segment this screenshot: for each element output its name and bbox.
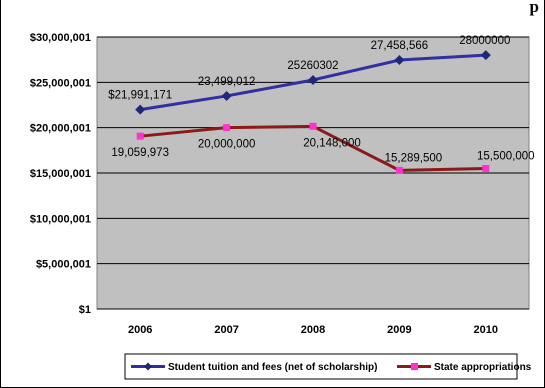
data-label-tuition: $21,991,171 (108, 90, 172, 102)
data-label-state: 15,500,000 (477, 150, 535, 162)
x-tick-label: 2008 (301, 324, 325, 336)
data-label-state: 20,000,000 (198, 139, 256, 151)
series-layer (135, 50, 491, 174)
data-point-tuition (135, 104, 146, 115)
y-tick-label: $25,000,001 (30, 77, 91, 89)
data-point-tuition (308, 74, 318, 85)
x-tick-label: 2007 (214, 324, 238, 336)
data-point-tuition (480, 50, 491, 61)
x-tick-label: 2010 (474, 324, 498, 336)
legend-marker-tuition (144, 362, 152, 371)
data-label-tuition: 28000000 (459, 35, 510, 47)
y-tick-label: $20,000,001 (30, 123, 91, 135)
legend-marker-state (411, 363, 418, 370)
y-tick-label: $30,000,001 (30, 32, 91, 44)
legend-box (124, 353, 518, 380)
y-tick-label: $5,000,001 (36, 259, 91, 271)
y-tick-label: $10,000,001 (30, 213, 91, 225)
data-point-state (223, 124, 231, 132)
data-point-state (136, 132, 144, 140)
legend-entry-state: State appropriations (397, 362, 532, 373)
x-tick-label: 2006 (128, 324, 152, 336)
data-point-state (482, 164, 490, 172)
x-axis-labels: 2006 2007 2008 2009 2010 (128, 324, 498, 336)
data-point-state (395, 166, 403, 174)
data-labels: $21,991,171 23,499,012 25260302 27,458,566 2… (108, 35, 534, 164)
data-point-tuition (221, 90, 232, 101)
data-point-tuition (394, 55, 405, 66)
data-point-state (309, 122, 317, 130)
legend-entry-tuition: Student tuition and fees (net of scholar… (131, 362, 377, 373)
y-tick-label: $15,000,001 (30, 168, 91, 180)
data-label-tuition: 27,458,566 (371, 40, 429, 52)
y-axis-labels: $1 $5,000,001 $10,000,001 $15,000,001 $20,00… (30, 32, 91, 316)
legend-label-tuition: Student tuition and fees (net of scholar… (168, 362, 377, 373)
data-label-state: 15,289,500 (385, 152, 443, 164)
page-title-fragment: p (530, 0, 539, 16)
data-label-tuition: 23,499,012 (198, 76, 256, 88)
y-tick-label: $1 (79, 304, 91, 316)
data-label-state: 19,059,973 (111, 147, 169, 159)
x-tick-label: 2009 (387, 324, 411, 336)
legend-label-state: State appropriations (434, 362, 532, 373)
data-label-state: 20,148,000 (303, 137, 361, 149)
data-label-tuition: 25260302 (287, 60, 338, 72)
